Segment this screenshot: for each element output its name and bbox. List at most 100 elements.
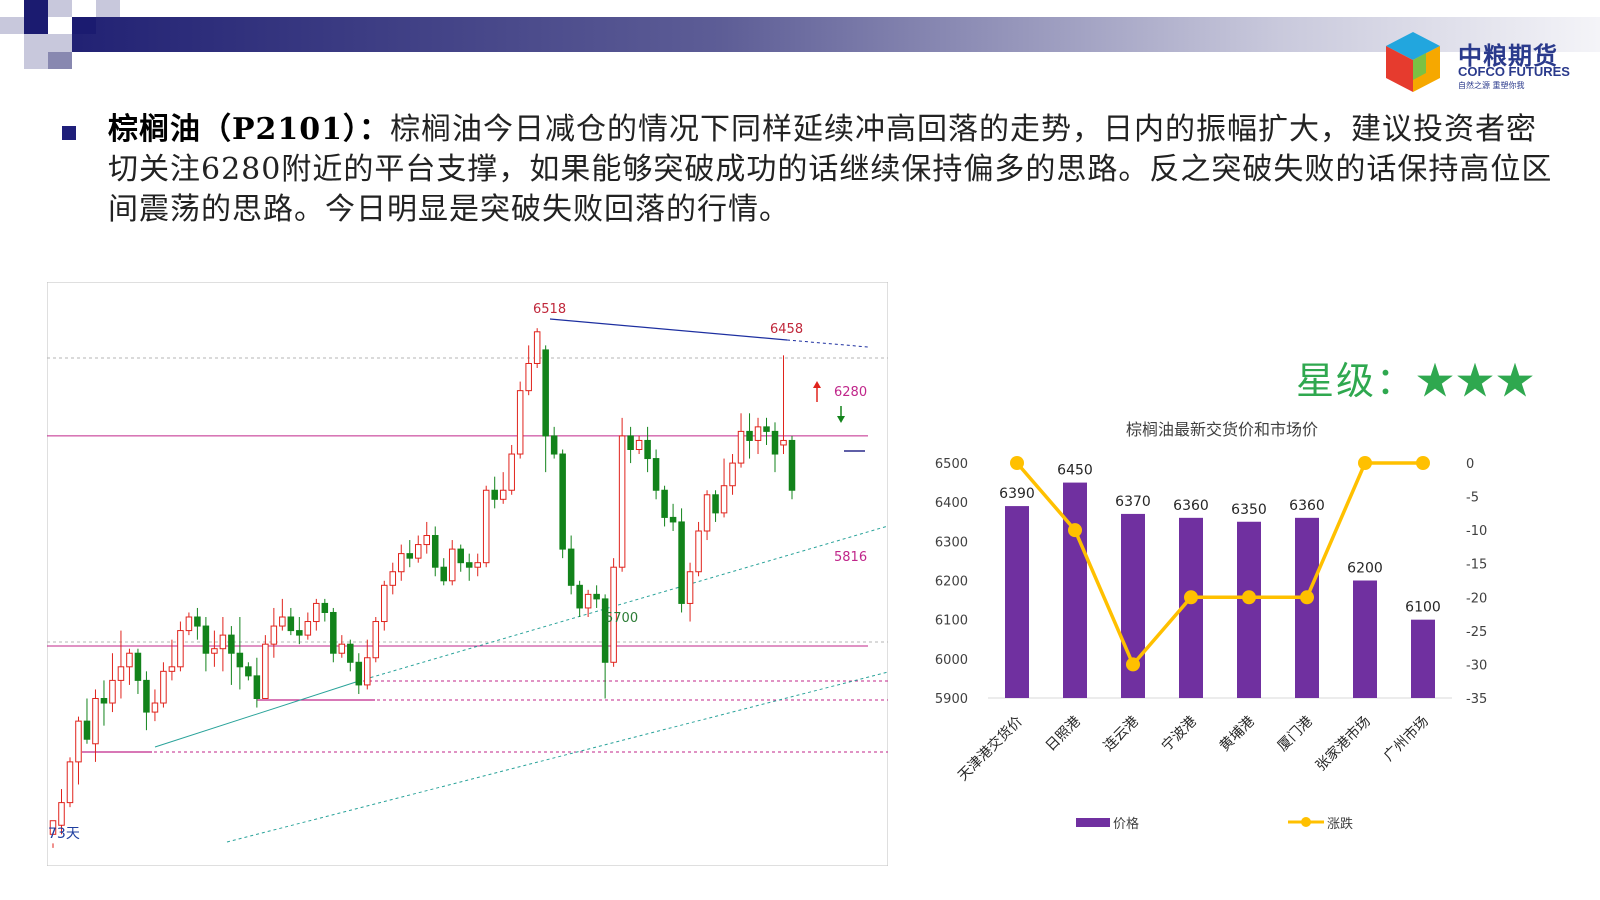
price-bar — [1353, 580, 1377, 698]
candle — [185, 612, 193, 636]
y-left-tick-label: 5900 — [935, 692, 968, 707]
candle — [313, 598, 320, 631]
candle — [304, 612, 312, 640]
candle — [347, 639, 354, 672]
candle — [109, 653, 116, 713]
candle — [448, 540, 456, 586]
candle — [168, 639, 176, 681]
y-right-tick-label: -35 — [1466, 692, 1487, 707]
change-line — [1015, 461, 1423, 668]
change-point — [1126, 657, 1140, 672]
candle — [66, 757, 74, 808]
y-left-tick-label: 6100 — [935, 614, 968, 629]
y-right-tick-label: -15 — [1466, 558, 1487, 573]
candle — [270, 607, 278, 658]
candle — [720, 458, 728, 518]
candle — [406, 540, 414, 568]
change-point — [1416, 456, 1430, 470]
candle — [83, 698, 91, 744]
candle — [236, 617, 244, 690]
down-arrow-icon — [837, 406, 845, 423]
candle — [508, 444, 515, 495]
candle — [398, 544, 405, 581]
change-point — [1010, 456, 1024, 470]
candle — [262, 635, 269, 699]
candle — [253, 657, 261, 708]
candle — [202, 617, 210, 672]
legend-marker-change — [1301, 817, 1311, 827]
price-bar-label: 6100 — [1405, 600, 1441, 616]
price-bar — [1411, 619, 1435, 698]
candle — [423, 521, 431, 554]
price-bar-label: 6360 — [1289, 498, 1325, 514]
candle — [49, 820, 57, 848]
candle — [457, 544, 464, 572]
candle — [652, 449, 660, 500]
candle — [160, 662, 167, 708]
candle — [576, 580, 583, 618]
candle — [219, 617, 227, 672]
legend-swatch-price — [1076, 818, 1110, 827]
change-point — [1300, 590, 1314, 605]
y-left-tick-label: 6300 — [935, 535, 968, 550]
candle — [58, 789, 65, 835]
candle — [771, 422, 779, 473]
candle — [482, 485, 490, 568]
y-right-tick-label: -5 — [1466, 491, 1479, 506]
candle — [610, 558, 617, 667]
candle — [678, 508, 685, 613]
delivery-chart-legend: 价格 涨跌 — [1076, 816, 1353, 832]
logo-slogan: 自然之源 重塑你我 — [1458, 81, 1525, 90]
label-low: 5700 — [605, 611, 638, 626]
candle — [686, 562, 694, 622]
resistance-line-dashed — [786, 339, 869, 348]
price-bar — [1005, 506, 1029, 698]
days-label: 73天 — [48, 826, 80, 842]
candle — [746, 413, 753, 459]
category-label: 张家港市场 — [1312, 713, 1374, 775]
label-level-lower: 5816 — [834, 550, 867, 565]
category-label: 宁波港 — [1158, 713, 1200, 755]
change-point — [1068, 523, 1082, 538]
candle — [516, 381, 524, 459]
candle — [330, 607, 337, 663]
rating-stars-icon: ★★★ — [1416, 359, 1537, 403]
candle — [635, 435, 643, 455]
price-bar-label: 6350 — [1231, 502, 1267, 518]
label-high-2: 6458 — [770, 322, 803, 337]
candle — [211, 630, 218, 667]
candle — [525, 345, 532, 396]
logo-name-en: COFCO FUTURES — [1458, 64, 1570, 79]
trend-line-solid — [154, 680, 360, 748]
analysis-paragraph: 棕榈油（P2101）：棕榈油今日减仓的情况下同样延续冲高回落的走势，日内的振幅扩… — [108, 110, 1558, 230]
candle — [440, 558, 447, 586]
candle — [355, 653, 363, 694]
category-label: 连云港 — [1101, 714, 1142, 755]
candle — [729, 454, 736, 495]
candle — [695, 521, 702, 577]
candle — [143, 671, 150, 731]
candle — [287, 607, 295, 636]
price-bar-label: 6360 — [1173, 498, 1209, 514]
candle — [381, 580, 388, 631]
candle — [627, 426, 634, 464]
candle — [644, 426, 651, 473]
candle — [414, 535, 422, 563]
category-label: 黄埔港 — [1216, 713, 1258, 755]
y-left-tick-label: 6200 — [935, 575, 968, 590]
rating: 星级：★★★ — [1296, 350, 1536, 405]
candle — [780, 355, 787, 455]
candle — [194, 607, 201, 640]
legend-label-change: 涨跌 — [1327, 816, 1353, 832]
y-right-tick-label: -20 — [1466, 591, 1487, 606]
candle — [126, 648, 133, 685]
candle — [177, 621, 184, 672]
candle — [669, 503, 677, 531]
candle — [703, 490, 711, 541]
price-bar — [1237, 521, 1261, 698]
paragraph-body: 棕榈油今日减仓的情况下同样延续冲高回落的走势，日内的振幅扩大，建议投资者密切关注… — [108, 112, 1553, 227]
candle — [491, 476, 498, 509]
candle — [279, 598, 286, 631]
candle — [389, 562, 397, 595]
candle — [151, 689, 159, 722]
